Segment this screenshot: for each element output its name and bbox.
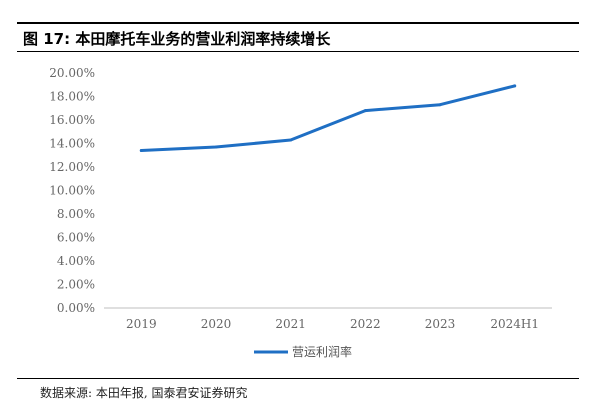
series-layer (139, 84, 517, 153)
data-point (214, 145, 218, 149)
y-tick-label: 16.00% (49, 113, 95, 127)
source-divider (17, 378, 579, 379)
x-tick-label: 2019 (126, 317, 157, 331)
y-tick-label: 4.00% (57, 254, 95, 268)
data-point (139, 149, 143, 153)
series-line (139, 84, 517, 153)
source-note: 数据来源: 本田年报, 国泰君安证券研究 (40, 386, 248, 400)
y-tick-label: 8.00% (57, 207, 95, 221)
figure-title-bar: 图 17: 本田摩托车业务的营业利润率持续增长 (17, 22, 579, 52)
x-tick-label: 2023 (425, 317, 456, 331)
y-tick-label: 20.00% (49, 66, 95, 80)
y-tick-label: 2.00% (57, 278, 95, 292)
y-tick-label: 14.00% (49, 137, 95, 151)
y-tick-label: 12.00% (49, 160, 95, 174)
data-point (363, 109, 367, 113)
y-tick-label: 0.00% (57, 301, 95, 315)
x-tick-label: 2024H1 (490, 317, 539, 331)
y-tick-label: 18.00% (49, 90, 95, 104)
y-tick-label: 6.00% (57, 231, 95, 245)
data-point (289, 138, 293, 142)
x-tick-label: 2021 (275, 317, 306, 331)
figure-title: 图 17: 本田摩托车业务的营业利润率持续增长 (23, 30, 331, 48)
data-point (513, 84, 517, 88)
legend: 营运利润率 (254, 344, 352, 359)
x-tick-label: 2020 (201, 317, 232, 331)
x-tick-label: 2022 (350, 317, 381, 331)
y-tick-label: 10.00% (49, 184, 95, 198)
x-axis: 2019 2020 2021 2022 2023 2024H1 (104, 307, 552, 331)
legend-label: 营运利润率 (292, 344, 352, 359)
y-axis: 0.00% 2.00% 4.00% 6.00% 8.00% 10.00% 12.00% 14.… (49, 66, 95, 315)
data-point (438, 103, 442, 107)
